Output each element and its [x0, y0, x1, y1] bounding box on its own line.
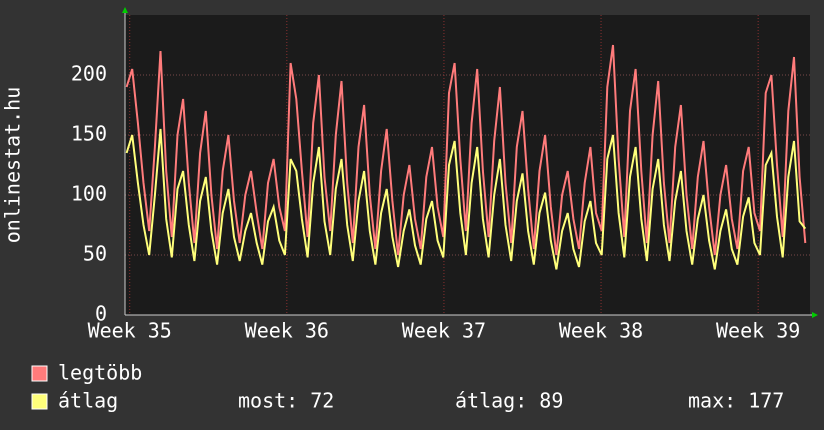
legend-stat: max: 177: [688, 389, 784, 413]
y-tick-label: 50: [83, 242, 107, 266]
axis-arrow: [812, 312, 818, 318]
data-line: [125, 128, 807, 270]
legend-label: átlag: [58, 389, 118, 413]
y-tick-label: 100: [71, 182, 107, 206]
x-tick-label: Week 36: [245, 319, 329, 343]
data-line: [125, 44, 807, 256]
legend-stat: átlag: 89: [455, 389, 563, 413]
y-tick-label: 200: [71, 62, 107, 86]
x-tick-label: Week 39: [716, 319, 800, 343]
y-tick-label: 0: [95, 302, 107, 326]
legend-swatch: [31, 365, 48, 382]
x-tick-label: Week 38: [559, 319, 643, 343]
y-tick-label: 150: [71, 122, 107, 146]
plot-area: [125, 15, 810, 315]
x-tick-label: Week 37: [402, 319, 486, 343]
legend-swatch: [31, 393, 48, 410]
legend-stat: most: 72: [238, 389, 334, 413]
legend-label: legtöbb: [58, 361, 142, 385]
x-tick-label: Week 35: [88, 319, 172, 343]
y-axis-label: onlinestat.hu: [1, 87, 25, 244]
axis-arrow: [122, 7, 128, 13]
